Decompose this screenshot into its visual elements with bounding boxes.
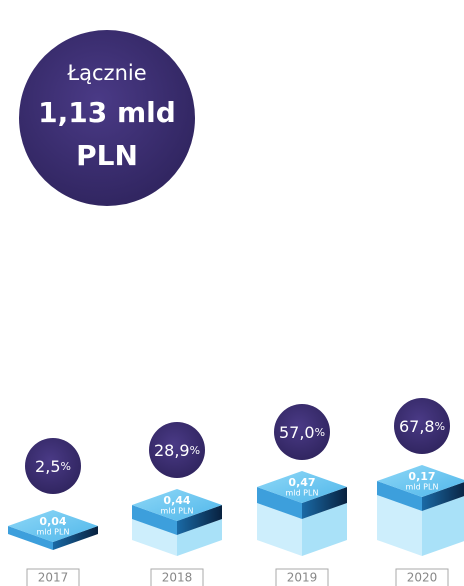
- block-top: [8, 510, 98, 542]
- percent-circle: [25, 438, 81, 494]
- year-label: 2020: [407, 571, 438, 585]
- block-right: [422, 482, 464, 511]
- percent-circle: [149, 422, 205, 478]
- total-unit: PLN: [76, 139, 138, 172]
- percent: 67,8%: [399, 417, 445, 436]
- block-base-left: [377, 495, 422, 556]
- block-right: [53, 526, 98, 550]
- percent: 28,9%: [154, 441, 200, 460]
- percent-circle: [394, 398, 450, 454]
- block-left: [132, 505, 177, 535]
- percent-unit: %: [435, 420, 445, 433]
- year-box: [150, 568, 204, 586]
- amount-unit: mld PLN: [37, 528, 70, 537]
- percent-unit: %: [190, 444, 200, 457]
- amount: 0,47: [288, 476, 315, 489]
- amount-unit: mld PLN: [406, 483, 439, 492]
- block-right: [302, 487, 347, 519]
- block-left: [257, 487, 302, 519]
- percent-value: 57,0: [279, 423, 315, 442]
- total-label: Łącznie: [66, 61, 146, 85]
- percent: 2,5%: [35, 457, 71, 476]
- year-box: [275, 568, 329, 586]
- percent-value: 28,9: [154, 441, 190, 460]
- block-base-left: [132, 519, 177, 556]
- amount-unit: mld PLN: [286, 489, 319, 498]
- block-base-right: [302, 503, 347, 556]
- block-top: [132, 489, 222, 521]
- year-label: 2018: [162, 571, 193, 585]
- amount-unit: mld PLN: [161, 507, 194, 516]
- year-box: [26, 568, 80, 586]
- percent-unit: %: [315, 426, 325, 439]
- year-label: 2019: [287, 571, 318, 585]
- year-box: [395, 568, 449, 586]
- amount: 0,17: [408, 470, 435, 483]
- block-base-right: [177, 519, 222, 556]
- percent-value: 67,8: [399, 417, 435, 436]
- block-left: [8, 526, 53, 550]
- total-value: 1,13 mld: [38, 96, 176, 129]
- percent: 57,0%: [279, 423, 325, 442]
- block-top: [257, 471, 347, 503]
- block-base-right: [422, 496, 464, 556]
- percent-circle: [274, 404, 330, 460]
- total-circle: [19, 30, 195, 206]
- percent-unit: %: [61, 460, 71, 473]
- percent-value: 2,5: [35, 457, 60, 476]
- block-left: [377, 481, 422, 511]
- amount: 0,44: [163, 494, 190, 507]
- block-top: [377, 465, 464, 497]
- amount: 0,04: [39, 515, 66, 528]
- block-base-left: [257, 503, 302, 556]
- year-label: 2017: [38, 571, 69, 585]
- block-right: [177, 505, 222, 535]
